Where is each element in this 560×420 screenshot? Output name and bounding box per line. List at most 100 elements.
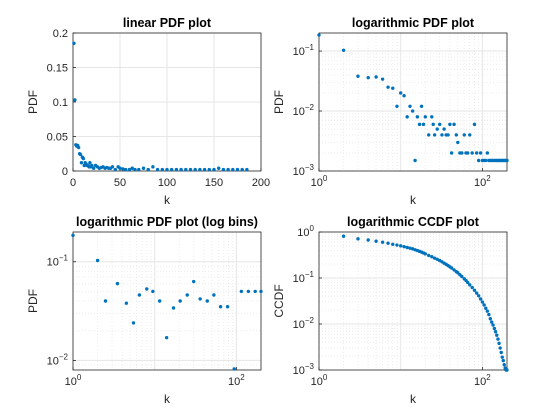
x-axis-label: k xyxy=(410,392,417,406)
data-point xyxy=(188,167,193,172)
data-point xyxy=(212,293,216,297)
data-point xyxy=(157,299,162,303)
y-tick-label: 0.05 xyxy=(47,132,68,144)
data-point xyxy=(426,253,431,258)
y-tick-label: 0.1 xyxy=(53,97,68,109)
data-point xyxy=(88,161,92,165)
data-point xyxy=(124,301,129,305)
data-point xyxy=(253,289,257,294)
data-point xyxy=(462,133,466,137)
data-point xyxy=(460,151,464,155)
data-point xyxy=(235,167,240,172)
data-point xyxy=(374,239,378,243)
data-point xyxy=(493,330,498,334)
data-point xyxy=(452,268,456,272)
data-point xyxy=(421,122,426,127)
data-point xyxy=(465,151,470,155)
data-point xyxy=(470,285,474,290)
y-tick-label: 0.15 xyxy=(47,63,68,75)
data-point xyxy=(205,299,209,303)
data-point xyxy=(151,289,155,294)
data-point xyxy=(72,41,76,46)
data-point xyxy=(133,167,137,172)
data-point xyxy=(217,166,221,170)
data-point xyxy=(478,151,483,155)
data-point xyxy=(449,266,454,270)
data-point xyxy=(130,166,134,170)
x-axis-label: k xyxy=(164,193,171,207)
data-point xyxy=(405,245,409,250)
data-point xyxy=(399,91,403,95)
data-point xyxy=(423,252,427,256)
data-point xyxy=(91,166,96,170)
data-point xyxy=(430,255,434,259)
data-point xyxy=(468,133,472,137)
data-point xyxy=(484,306,488,310)
data-point xyxy=(185,293,189,297)
data-point xyxy=(231,167,235,172)
data-point xyxy=(165,167,169,172)
data-point xyxy=(502,363,506,367)
y-axis-label: PDF xyxy=(26,289,40,313)
data-point xyxy=(498,346,502,350)
x-tick-label: 102 xyxy=(474,174,491,189)
x-tick-label: 102 xyxy=(228,373,245,388)
axes-box xyxy=(318,231,508,371)
plot-area xyxy=(319,33,507,171)
subplot-1: 0 50 100 150 200 0 0.05 0.1 0.15 0.2 linear PDF pl… xyxy=(26,16,270,207)
data-point xyxy=(146,167,150,172)
data-point xyxy=(155,167,160,172)
data-point xyxy=(491,323,495,327)
data-point xyxy=(472,122,477,127)
data-point xyxy=(212,167,216,172)
data-point xyxy=(115,281,120,286)
plot-area xyxy=(319,232,507,370)
data-point xyxy=(151,165,155,169)
x-tick-label: 100 xyxy=(311,373,328,388)
data-point xyxy=(485,309,490,313)
data-point xyxy=(174,167,179,172)
data-point xyxy=(472,288,477,293)
data-point xyxy=(374,75,378,79)
data-point xyxy=(356,74,360,78)
data-point xyxy=(501,358,505,363)
x-tick-label: 100 xyxy=(311,174,328,189)
data-point xyxy=(110,165,115,169)
data-point xyxy=(160,167,164,172)
chart-title: logarithmic PDF plot xyxy=(352,16,475,30)
data-point xyxy=(184,167,188,172)
chart-title: linear PDF plot xyxy=(123,16,212,30)
data-point xyxy=(474,151,479,155)
data-point xyxy=(245,167,249,172)
data-point xyxy=(113,167,118,172)
data-point xyxy=(395,104,399,108)
data-point xyxy=(476,294,481,298)
data-point xyxy=(485,151,490,155)
data-point xyxy=(432,256,437,260)
data-point xyxy=(413,158,417,163)
y-tick-label: 10−1 xyxy=(47,254,69,269)
data-point xyxy=(259,289,263,294)
subplot-4: 100 102 10−3 10−2 10−1 100 logarithmic CCDF pl… xyxy=(272,215,509,406)
data-point xyxy=(73,98,77,102)
data-point xyxy=(495,333,499,337)
y-tick-label: 10−2 xyxy=(293,103,315,118)
data-point xyxy=(90,163,94,168)
data-point xyxy=(456,140,460,145)
data-point xyxy=(430,115,434,119)
data-point xyxy=(500,355,504,359)
data-point xyxy=(484,158,488,163)
data-point xyxy=(218,305,223,309)
data-point xyxy=(492,326,497,331)
data-point xyxy=(402,244,406,249)
data-point xyxy=(171,306,176,310)
axes-box xyxy=(72,231,262,371)
y-axis-label: PDF xyxy=(272,90,286,114)
y-tick-label: 0.2 xyxy=(53,28,68,40)
data-point xyxy=(431,122,435,127)
data-point xyxy=(118,166,122,170)
data-point xyxy=(141,166,146,170)
data-point xyxy=(505,368,509,372)
data-point xyxy=(71,233,75,238)
